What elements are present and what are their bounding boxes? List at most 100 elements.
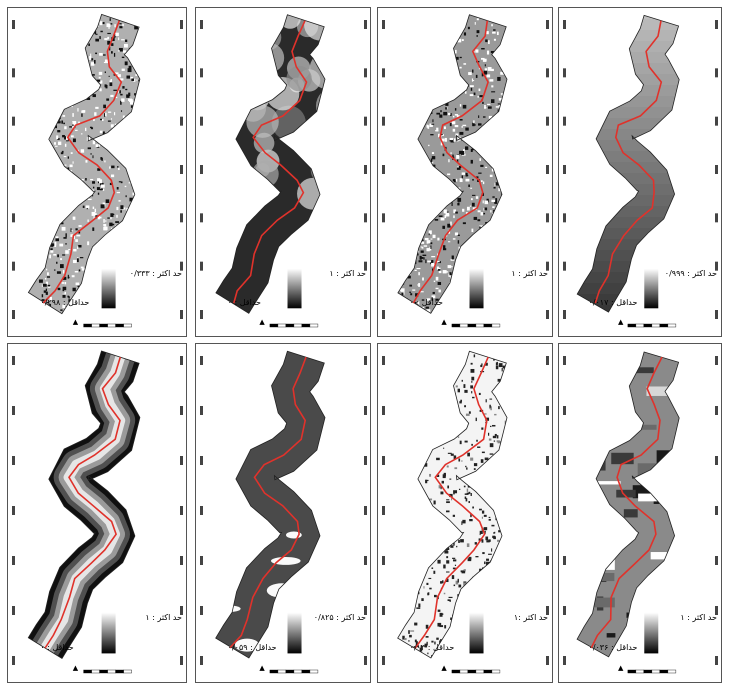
legend-min-label: حداقل : ۰ <box>40 643 74 653</box>
scale-bar-segment <box>293 669 303 674</box>
scale-bar-segment <box>667 669 677 674</box>
legend-max-label: حد اکثر :۱ <box>513 612 548 622</box>
coord-tick <box>546 68 549 78</box>
coord-tick <box>715 68 718 78</box>
coord-tick <box>364 506 367 515</box>
coord-tick <box>364 310 367 319</box>
coord-tick <box>180 556 183 565</box>
scale-bar-segment <box>123 323 132 328</box>
coord-tick <box>563 506 566 515</box>
legend-color-bar <box>644 268 659 309</box>
corridor-outline <box>27 13 141 315</box>
coord-tick <box>382 356 385 365</box>
scale-bar-segment <box>459 669 469 674</box>
corridor-outline <box>576 14 680 313</box>
legend-min-label: حداقل : ۰/۰۵۹ <box>227 643 277 653</box>
coord-tick <box>382 556 385 565</box>
river-line <box>42 20 123 304</box>
coord-tick <box>546 456 549 465</box>
coord-tick <box>364 261 367 271</box>
coord-tick <box>180 356 183 365</box>
scale-bar-segment <box>659 323 669 328</box>
scale-bar-segment <box>667 323 677 328</box>
legend-color-bar <box>101 268 116 309</box>
corridor-outline <box>215 14 326 314</box>
coord-tick <box>715 261 718 271</box>
raster-layer <box>397 351 508 658</box>
scale-bar-segment <box>123 669 132 674</box>
scale-bar-segment <box>651 323 661 328</box>
legend-max-label: حد اکثر : ۰/۹۹۹ <box>664 268 717 278</box>
scale-bar-segment <box>91 323 100 328</box>
coord-tick <box>563 406 566 415</box>
scale-bar-segment <box>277 669 287 674</box>
coord-tick <box>563 556 566 565</box>
coord-tick <box>200 356 203 365</box>
map-canvas <box>12 13 183 328</box>
coord-tick <box>715 310 718 319</box>
coord-tick <box>364 606 367 615</box>
legend-max-label: حد اکثر : ۱ <box>329 268 366 278</box>
coord-tick <box>364 213 367 223</box>
coord-tick <box>546 213 549 223</box>
map-canvas <box>382 14 549 328</box>
legend-max-label: حد اکثر : ۰/۸۲۵ <box>313 612 366 622</box>
legend-min-label: حداقل : ۰ <box>409 298 443 308</box>
legend-color-bar <box>644 612 659 654</box>
coord-tick <box>563 656 566 665</box>
scale-bar-segment <box>107 323 116 328</box>
river-line <box>414 356 489 649</box>
scale-bar-segment <box>459 323 469 328</box>
scale-bar-segment <box>475 323 485 328</box>
corridor-outline <box>576 351 680 658</box>
legend-color-bar <box>287 268 302 309</box>
coord-tick <box>364 356 367 365</box>
scale-bar-segment <box>491 323 501 328</box>
scale-bar-segment <box>301 669 311 674</box>
scale-bar-segment <box>475 669 485 674</box>
coord-tick <box>12 116 15 126</box>
north-arrow-icon: ▲ <box>259 664 265 672</box>
coord-tick <box>364 68 367 78</box>
coord-tick <box>715 116 718 126</box>
coord-tick <box>180 68 183 78</box>
coord-tick <box>200 606 203 615</box>
coord-tick <box>200 213 203 223</box>
coord-tick <box>546 20 549 29</box>
coord-tick <box>12 356 15 365</box>
coord-tick <box>364 406 367 415</box>
map-panel-b: ▲ حد اکثر : ۱ حداقل : ۰ <box>195 7 371 337</box>
legend-color-bar <box>287 612 302 654</box>
coord-tick <box>200 116 203 126</box>
coord-tick <box>12 506 15 515</box>
scale-bar-segment <box>491 669 501 674</box>
coord-tick <box>382 261 385 271</box>
coord-tick <box>563 261 566 271</box>
scale-bar-segment <box>293 323 303 328</box>
coord-tick <box>12 556 15 565</box>
coord-tick <box>180 606 183 615</box>
scale-bar-segment <box>115 669 124 674</box>
scale-bar-segment <box>285 669 295 674</box>
legend-max-label: حد اکثر : ۱ <box>511 268 548 278</box>
scale-bar-segment <box>627 323 637 328</box>
coord-tick <box>382 506 385 515</box>
coord-tick <box>563 310 566 319</box>
scale-bar-segment <box>451 669 461 674</box>
coord-tick <box>200 20 203 29</box>
coord-tick <box>364 656 367 665</box>
scale-bar-segment <box>309 669 319 674</box>
coord-tick <box>715 356 718 365</box>
coord-tick <box>546 406 549 415</box>
coord-tick <box>715 213 718 223</box>
scale-bar-segment <box>301 323 311 328</box>
map-panel-g: ▲ حد اکثر :۱ حداقل : ۰/۰۳ <box>377 343 553 683</box>
legend-min-label: حداقل : ۰/۰۳۶ <box>588 643 638 653</box>
north-arrow-icon: ▲ <box>72 318 79 326</box>
scale-bar-segment <box>99 323 108 328</box>
coord-tick <box>12 406 15 415</box>
map-canvas <box>200 14 367 328</box>
raster-layer <box>28 14 140 314</box>
legend-color-bar <box>101 612 116 654</box>
coord-tick <box>546 656 549 665</box>
